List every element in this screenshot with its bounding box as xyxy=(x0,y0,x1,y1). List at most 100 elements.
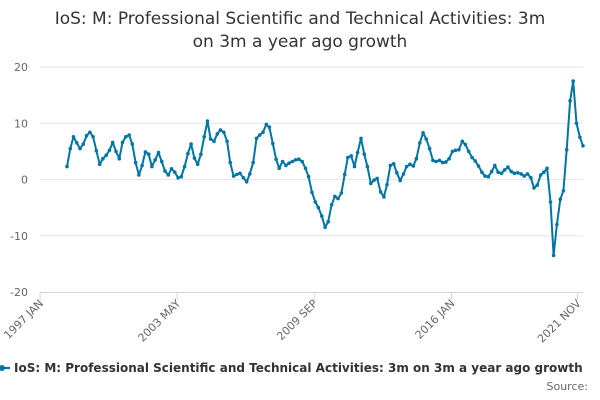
data-point xyxy=(293,158,298,162)
data-point xyxy=(88,130,92,135)
data-point xyxy=(369,181,373,186)
data-point xyxy=(159,159,164,164)
data-point xyxy=(320,214,324,218)
data-point xyxy=(581,144,585,148)
data-point xyxy=(418,141,422,145)
data-point xyxy=(248,172,252,176)
data-point xyxy=(329,203,334,207)
x-tick-label: 2009 SEP xyxy=(274,297,320,343)
data-point xyxy=(359,136,363,141)
data-point xyxy=(215,132,220,136)
data-point xyxy=(558,197,563,201)
data-point xyxy=(173,170,177,174)
data-point xyxy=(208,137,213,141)
data-point xyxy=(101,156,105,161)
data-point xyxy=(522,174,526,178)
data-point xyxy=(372,178,376,182)
data-point xyxy=(303,166,308,171)
y-tick-label: -20 xyxy=(10,286,28,299)
data-point xyxy=(326,219,331,224)
data-point xyxy=(124,135,128,139)
data-point xyxy=(323,225,327,230)
data-point xyxy=(153,158,157,162)
data-point xyxy=(222,130,226,135)
data-point xyxy=(284,163,288,168)
data-point xyxy=(156,150,161,155)
data-point xyxy=(548,200,553,204)
data-point xyxy=(202,135,206,139)
data-point xyxy=(65,164,69,169)
data-point xyxy=(509,169,514,174)
data-point xyxy=(68,146,73,151)
data-point xyxy=(408,162,412,167)
legend-label: IoS: M: Professional Scientific and Tech… xyxy=(14,361,583,375)
data-point xyxy=(192,156,197,160)
data-point xyxy=(519,172,523,176)
series-line xyxy=(66,80,584,257)
y-tick-label: 10 xyxy=(14,117,28,130)
data-point xyxy=(313,200,318,204)
legend[interactable]: IoS: M: Professional Scientific and Tech… xyxy=(0,361,583,375)
data-point xyxy=(140,163,144,168)
data-point xyxy=(241,176,246,180)
data-point xyxy=(551,253,556,258)
data-point xyxy=(398,178,403,183)
data-point xyxy=(169,167,174,171)
data-point xyxy=(225,139,229,144)
data-point xyxy=(460,139,465,144)
data-point xyxy=(310,190,314,195)
data-point xyxy=(97,162,102,167)
data-point xyxy=(199,152,203,156)
data-point xyxy=(104,153,108,158)
data-point xyxy=(346,155,350,160)
data-point xyxy=(94,149,99,153)
data-point xyxy=(532,186,536,190)
data-point xyxy=(271,141,275,146)
data-point xyxy=(538,173,543,177)
data-point xyxy=(555,222,559,227)
data-point xyxy=(424,137,429,141)
data-point xyxy=(257,133,262,137)
data-point xyxy=(476,164,481,168)
data-point xyxy=(306,174,311,179)
data-point xyxy=(483,174,487,178)
data-point xyxy=(401,172,406,176)
data-point xyxy=(480,170,484,174)
data-point xyxy=(228,160,232,165)
data-point xyxy=(277,166,282,171)
data-point xyxy=(133,160,138,165)
data-point xyxy=(529,176,533,180)
data-point xyxy=(75,141,79,145)
data-point xyxy=(316,205,321,210)
data-point xyxy=(411,164,416,168)
data-point xyxy=(333,194,337,199)
data-point xyxy=(297,157,301,161)
data-point xyxy=(264,122,269,127)
y-tick-label: -10 xyxy=(10,230,28,243)
data-point xyxy=(571,79,575,83)
data-point xyxy=(427,146,432,151)
chart-title-line-2: on 3m a year ago growth xyxy=(192,32,408,52)
x-tick-label: 1997 JAN xyxy=(1,297,46,342)
data-point xyxy=(130,142,135,146)
data-point xyxy=(453,148,458,153)
data-point xyxy=(421,131,425,135)
data-point xyxy=(176,176,180,180)
data-point xyxy=(470,155,474,160)
data-point xyxy=(542,170,546,174)
data-point xyxy=(388,163,393,168)
data-point xyxy=(150,164,154,169)
data-point xyxy=(166,173,171,177)
data-point xyxy=(404,164,409,169)
data-point xyxy=(163,169,167,173)
data-point xyxy=(91,135,95,139)
data-point xyxy=(186,151,190,156)
data-point xyxy=(195,162,200,167)
data-point xyxy=(238,171,242,176)
legend-line-symbol xyxy=(0,364,10,372)
data-point xyxy=(78,146,82,151)
data-point xyxy=(244,180,249,184)
x-tick-label: 2016 JAN xyxy=(413,297,458,342)
data-point xyxy=(382,195,386,199)
